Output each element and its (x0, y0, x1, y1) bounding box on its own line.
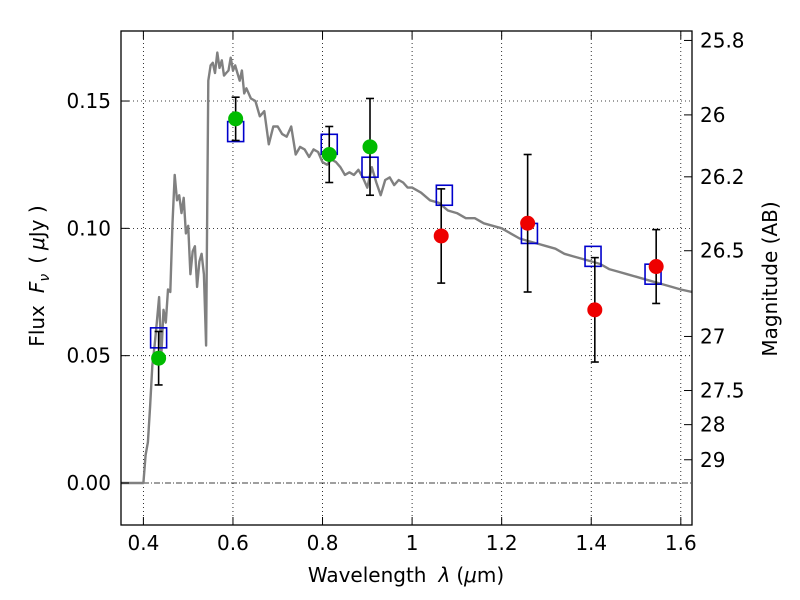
magnitude-tick-label: 27.5 (700, 379, 745, 403)
nir-photometry-point (587, 302, 603, 318)
x-tick-label: 1.4 (575, 531, 607, 555)
x-tick-label: 0.8 (307, 531, 339, 555)
x-tick-label: 1.2 (486, 531, 518, 555)
plot-area (121, 51, 692, 485)
y2-axis-label: Magnitude (AB) (758, 201, 782, 356)
x-axis-label: Wavelength λ (μm) (308, 563, 504, 587)
model-photometry-square (584, 245, 602, 268)
magnitude-tick-label: 28 (700, 413, 725, 437)
x-tick-label: 0.6 (217, 531, 249, 555)
optical-photometry-point (321, 147, 337, 162)
magnitude-tick-label: 25.8 (700, 28, 745, 52)
x-tick-label: 1 (406, 531, 419, 555)
nir-photometry-point (520, 215, 536, 231)
magnitude-tick-label: 26.2 (700, 165, 745, 189)
nir-photometry-point (433, 228, 449, 244)
magnitude-tick-label: 27 (700, 324, 725, 348)
x-tick-label: 1.6 (665, 531, 697, 555)
optical-photometry-point (362, 139, 378, 155)
model-photometry-square (435, 184, 454, 207)
y-axis-label: FluxFν(μJy ) (25, 205, 53, 346)
y-tick-label: 0.05 (66, 344, 111, 368)
tick-labels: 0.4 0.6 0.8 1 1.2 1.4 1.6 0.00 0.05 0.10 0.15 25.8 2… (66, 28, 744, 555)
y-tick-label: 0.15 (66, 89, 111, 113)
magnitude-tick-label: 26.5 (700, 239, 745, 263)
optical-photometry-point (151, 350, 167, 366)
y-tick-label: 0.00 (66, 471, 111, 495)
nir-photometry-point (648, 259, 664, 275)
y-tick-label: 0.10 (66, 216, 111, 240)
plot-frame (120, 30, 693, 526)
x-tick-label: 0.4 (127, 531, 159, 555)
axis-ticks (121, 31, 692, 525)
model-spectrum-line (121, 51, 692, 485)
optical-photometry-point (228, 111, 244, 127)
magnitude-tick-label: 29 (700, 448, 725, 472)
magnitude-tick-label: 26 (700, 103, 725, 127)
